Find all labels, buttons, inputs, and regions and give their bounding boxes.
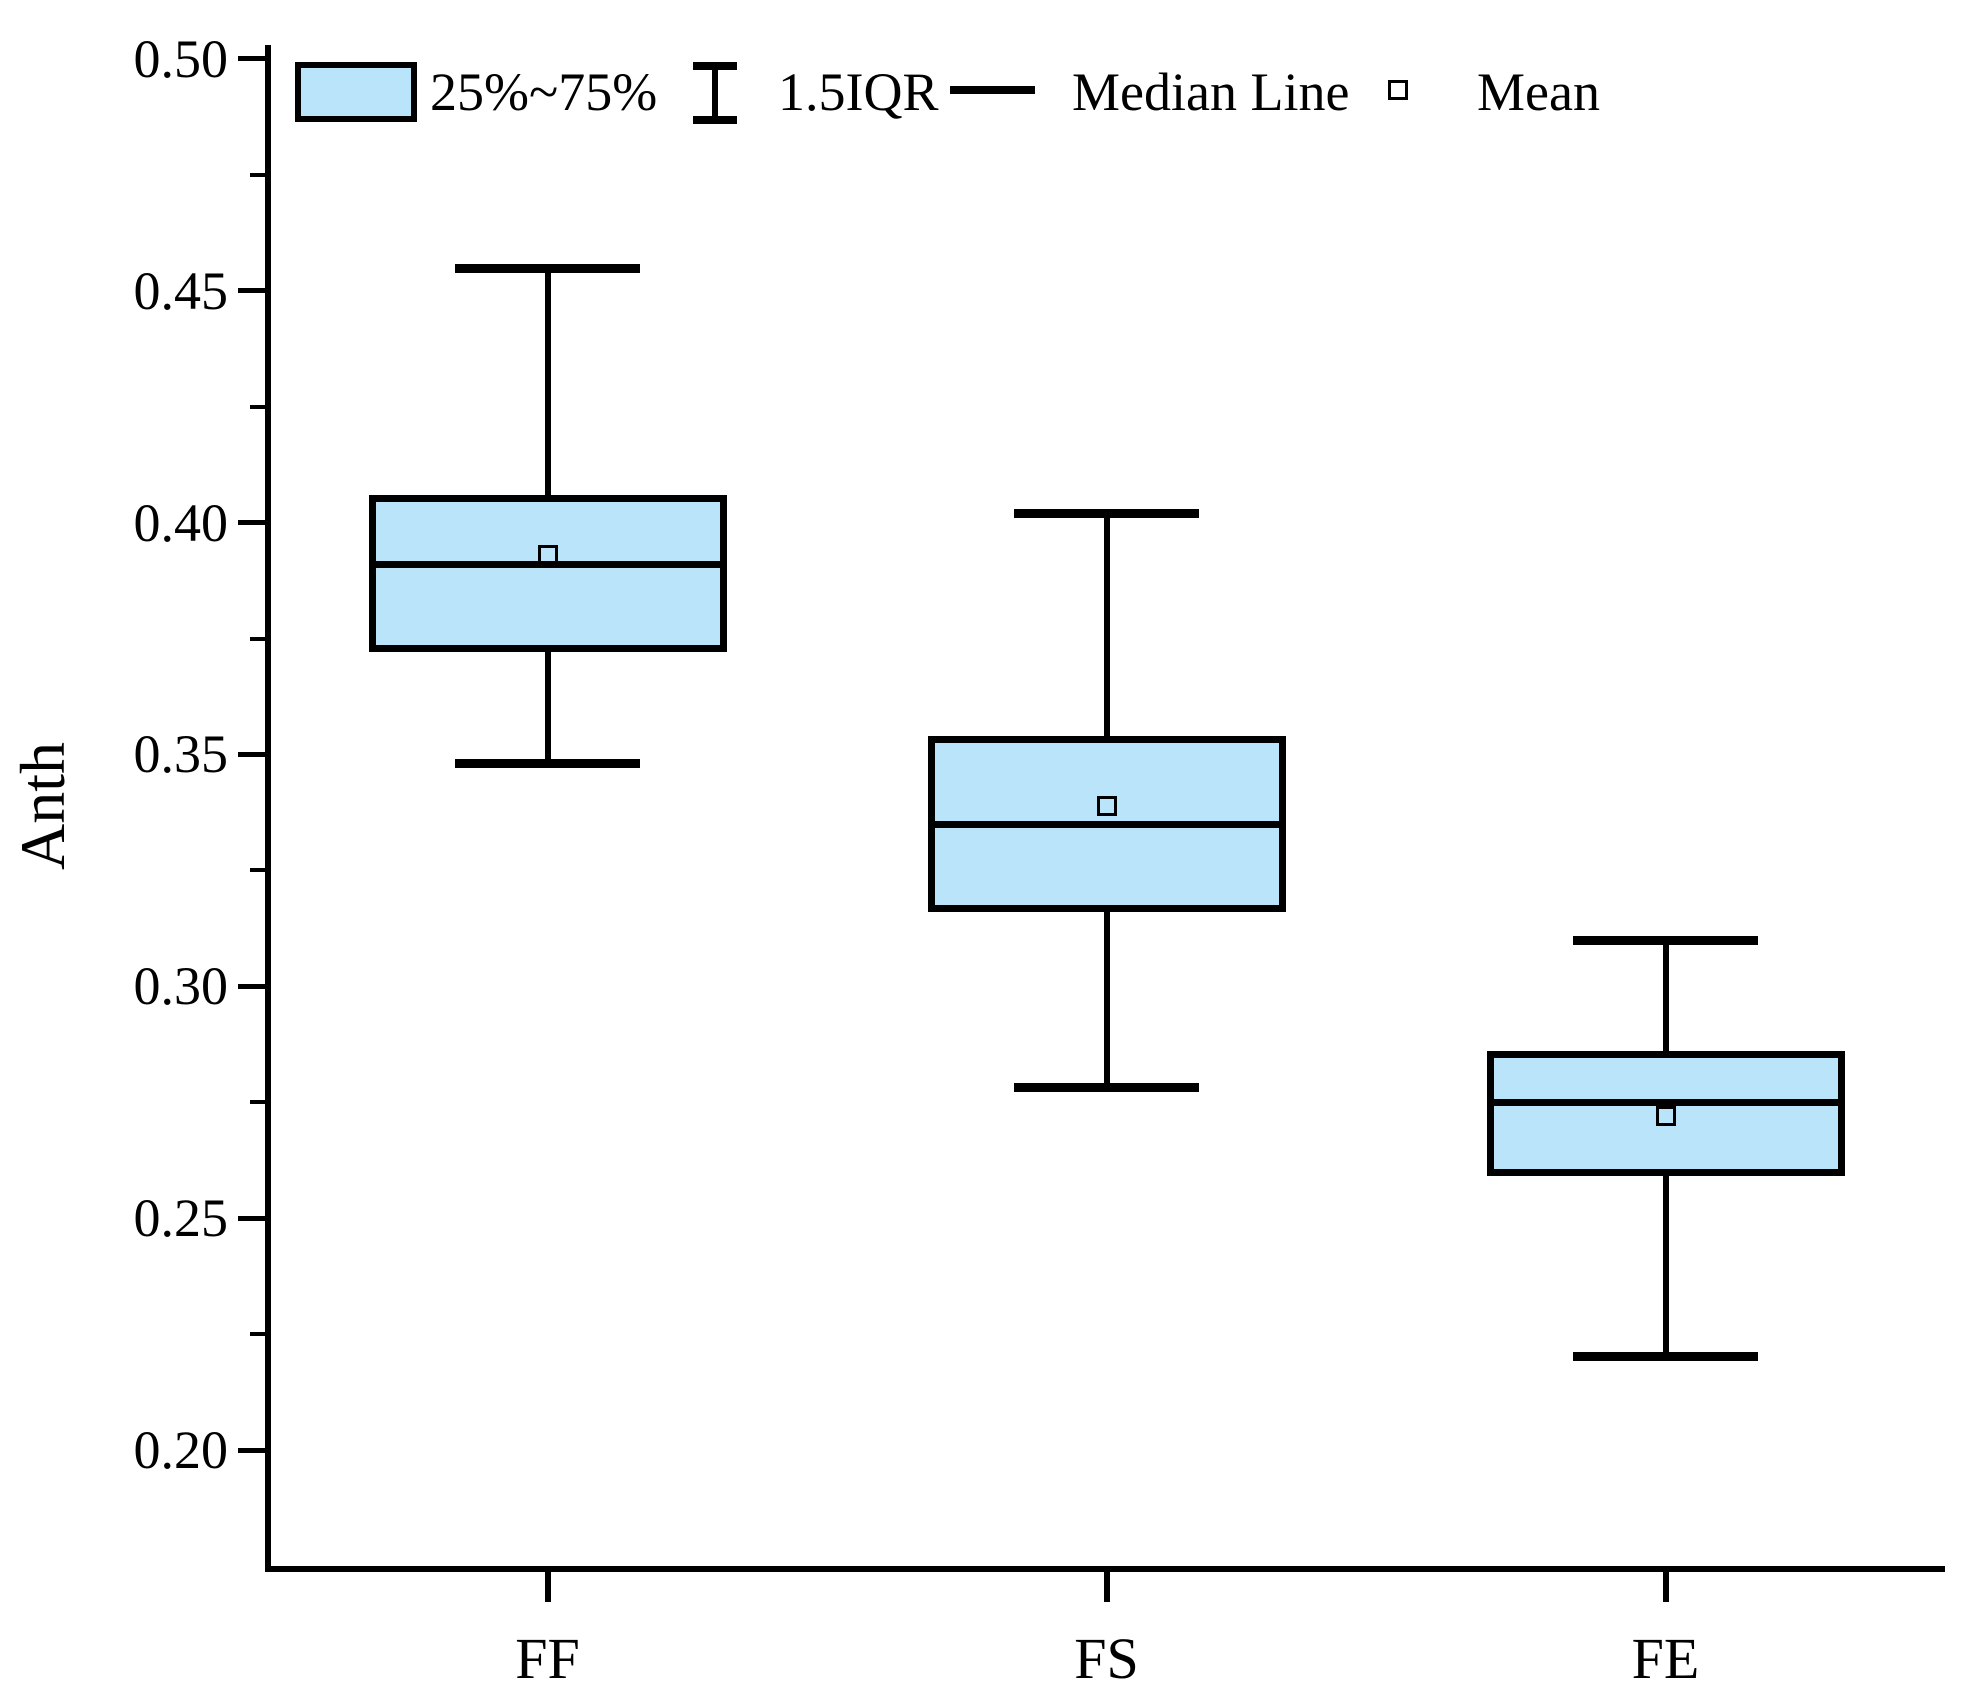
iqr-box — [368, 494, 727, 653]
y-axis-title: Anth — [7, 742, 78, 870]
upper-whisker-cap — [1573, 935, 1758, 945]
legend-label-1-5-iqr: 1.5IQR — [778, 62, 939, 122]
whisker-stem-icon — [712, 66, 718, 120]
lower-whisker — [1662, 1176, 1669, 1358]
lower-whisker-cap — [1573, 1352, 1758, 1362]
median-line — [1486, 1098, 1845, 1106]
y-tick-label: 0.40 — [133, 492, 229, 553]
x-category-label: FE — [1631, 1626, 1700, 1691]
x-axis-line — [265, 1566, 1945, 1572]
mean-marker — [1655, 1106, 1676, 1127]
mean-marker — [537, 545, 558, 566]
y-minor-tick — [250, 868, 268, 873]
y-major-tick — [238, 1447, 268, 1453]
y-major-tick — [238, 1215, 268, 1221]
y-tick-label: 0.50 — [133, 28, 229, 89]
y-minor-tick — [250, 1332, 268, 1337]
y-tick-label: 0.30 — [133, 956, 229, 1017]
y-tick-label: 0.45 — [133, 260, 229, 321]
y-major-tick — [238, 56, 268, 62]
y-tick-label: 0.20 — [133, 1420, 229, 1481]
y-tick-label: 0.35 — [133, 724, 229, 785]
y-major-tick — [238, 751, 268, 757]
lower-whisker — [544, 652, 551, 764]
legend-box-swatch — [295, 62, 417, 122]
upper-whisker — [1103, 513, 1110, 736]
upper-whisker-cap — [1014, 509, 1199, 519]
lower-whisker-cap — [455, 758, 640, 768]
y-axis-line — [265, 45, 271, 1572]
legend-label-mean: Mean — [1477, 62, 1600, 122]
y-minor-tick — [250, 636, 268, 641]
upper-whisker — [1662, 939, 1669, 1052]
median-line — [927, 820, 1286, 828]
y-minor-tick — [250, 1100, 268, 1105]
legend-label-iqr-box: 25%~75% — [430, 62, 658, 122]
y-minor-tick — [250, 404, 268, 409]
x-category-tick — [1103, 1572, 1110, 1602]
x-category-tick — [1662, 1572, 1669, 1602]
y-tick-label: 0.25 — [133, 1188, 229, 1249]
upper-whisker-cap — [455, 263, 640, 273]
lower-whisker-cap — [1014, 1083, 1199, 1093]
x-category-label: FF — [515, 1626, 580, 1691]
iqr-box — [1486, 1051, 1845, 1177]
mean-marker — [1096, 795, 1117, 816]
y-major-tick — [238, 520, 268, 526]
upper-whisker — [544, 267, 551, 495]
lower-whisker — [1103, 912, 1110, 1089]
x-category-label: FS — [1074, 1626, 1139, 1691]
x-category-tick — [544, 1572, 551, 1602]
whisker-cap-icon — [693, 116, 737, 124]
y-major-tick — [238, 983, 268, 989]
legend-whisker-icon — [693, 62, 737, 124]
legend-mean-marker-icon — [1388, 80, 1408, 100]
legend-label-median-line: Median Line — [1072, 62, 1350, 122]
legend-median-line-icon — [950, 86, 1035, 94]
y-major-tick — [238, 288, 268, 294]
y-minor-tick — [250, 172, 268, 177]
